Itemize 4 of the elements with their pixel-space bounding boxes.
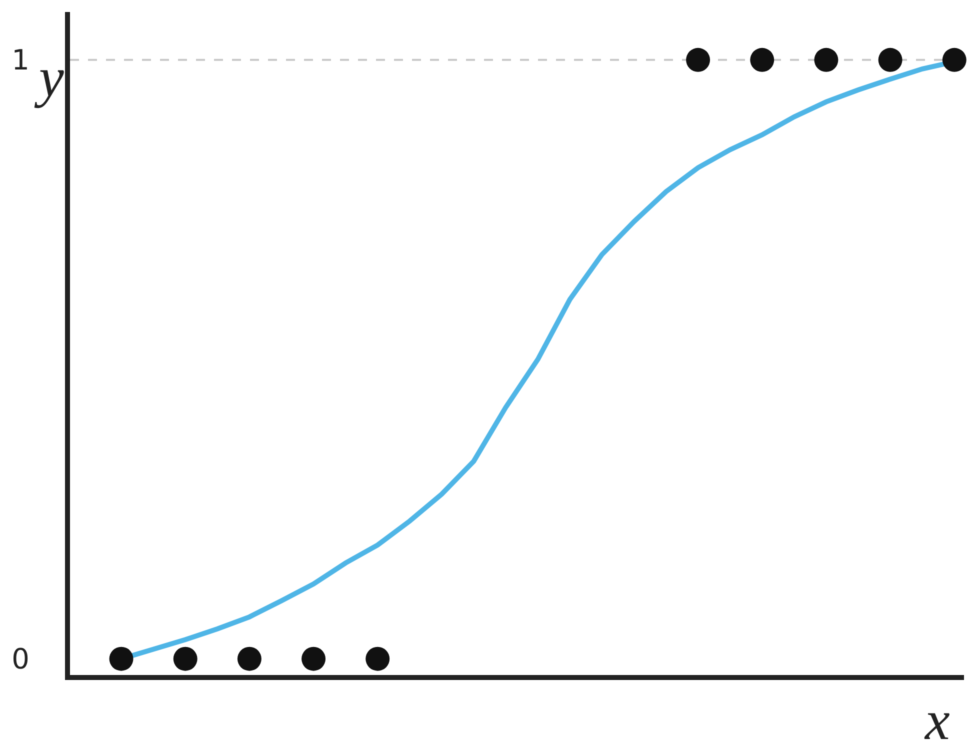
x-axis-title: x bbox=[924, 690, 950, 740]
y-tick-label: 1 bbox=[12, 44, 30, 77]
y-tick-label: 0 bbox=[12, 642, 30, 676]
y-axis-title: y bbox=[34, 47, 64, 109]
